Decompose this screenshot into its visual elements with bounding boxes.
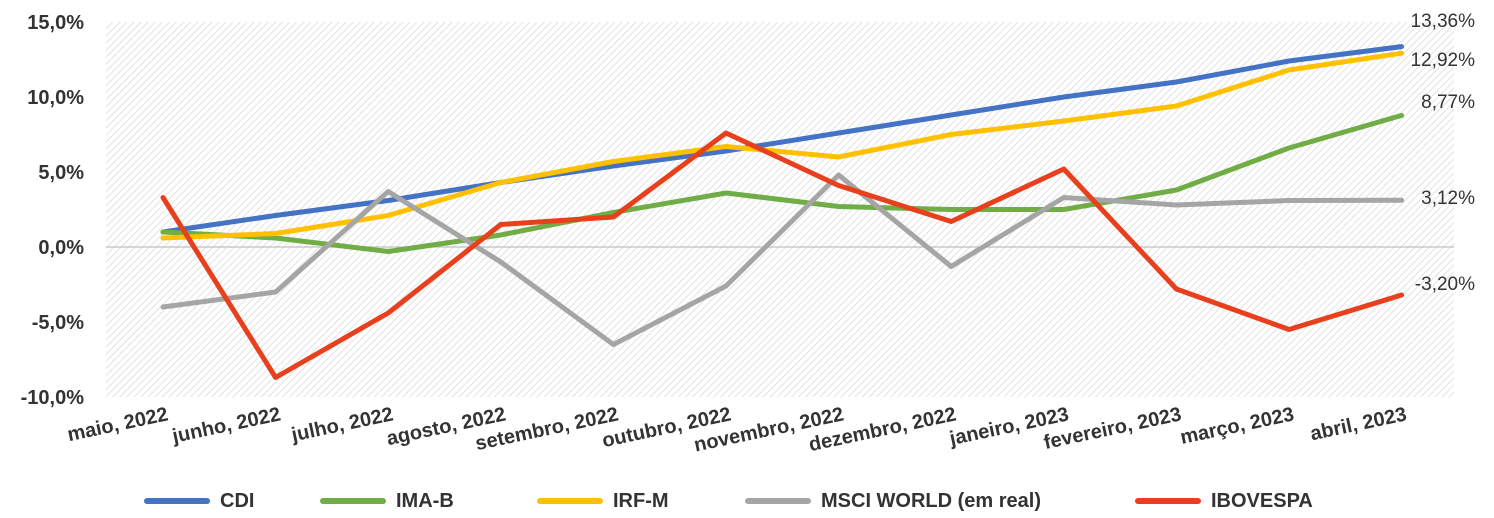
legend-item: MSCI WORLD (em real) xyxy=(745,484,1041,518)
y-tick-label: 5,0% xyxy=(38,162,84,184)
line-chart: 15,0% 10,0% 5,0% 0,0% -5,0% -10,0% maio, 2022… xyxy=(21,11,1476,457)
legend-label: MSCI WORLD (em real) xyxy=(821,489,1042,512)
series-line-cdi xyxy=(160,44,1405,235)
x-tick-label: março, 2023 xyxy=(1178,403,1296,449)
legend-item: IMA-B xyxy=(320,484,454,518)
legend-label: IBOVESPA xyxy=(1211,489,1313,512)
x-tick-label: junho, 2022 xyxy=(169,403,282,448)
x-tick-label: julho, 2022 xyxy=(289,403,396,446)
legend-swatch xyxy=(745,498,811,504)
x-axis: maio, 2022 junho, 2022 julho, 2022agosto, … xyxy=(65,403,1408,456)
end-labels: 13,36% 8,77% 12,92% 3,12% -3,20% xyxy=(1411,11,1476,295)
y-tick-label: -10,0% xyxy=(21,387,85,409)
end-value-label: 3,12% xyxy=(1421,188,1475,209)
legend-swatch xyxy=(320,498,386,504)
x-tick-label: maio, 2022 xyxy=(65,403,170,446)
legend-swatch xyxy=(144,498,210,504)
x-tick-label: abril, 2023 xyxy=(1308,403,1408,445)
end-value-label: -3,20% xyxy=(1415,274,1475,295)
y-tick-label: 10,0% xyxy=(27,87,84,109)
legend-swatch xyxy=(1135,498,1201,504)
legend-label: IRF-M xyxy=(613,489,669,512)
legend-item: IRF-M xyxy=(537,484,669,518)
y-axis: 15,0% 10,0% 5,0% 0,0% -5,0% -10,0% xyxy=(21,12,1454,409)
legend-swatch xyxy=(537,498,603,504)
end-value-label: 12,92% xyxy=(1411,50,1476,71)
end-value-label: 13,36% xyxy=(1411,11,1476,32)
legend-item: IBOVESPA xyxy=(1135,484,1313,518)
series-line-msci-world-em-real- xyxy=(160,172,1405,347)
end-value-label: 8,77% xyxy=(1421,92,1475,113)
legend-label: IMA-B xyxy=(396,489,454,512)
series-lines xyxy=(160,44,1405,380)
y-tick-label: 15,0% xyxy=(27,12,84,34)
series-line-ibovespa xyxy=(160,130,1405,380)
series-line-ima-b xyxy=(160,112,1405,254)
series-line-irf-m xyxy=(160,50,1405,241)
y-tick-label: -5,0% xyxy=(32,312,84,334)
y-tick-label: 0,0% xyxy=(38,237,84,259)
legend-label: CDI xyxy=(220,489,255,512)
legend-item: CDI xyxy=(144,484,254,518)
legend: CDI IMA-B IRF-M MSCI WORLD (em real) IBOVESP… xyxy=(0,484,1494,518)
